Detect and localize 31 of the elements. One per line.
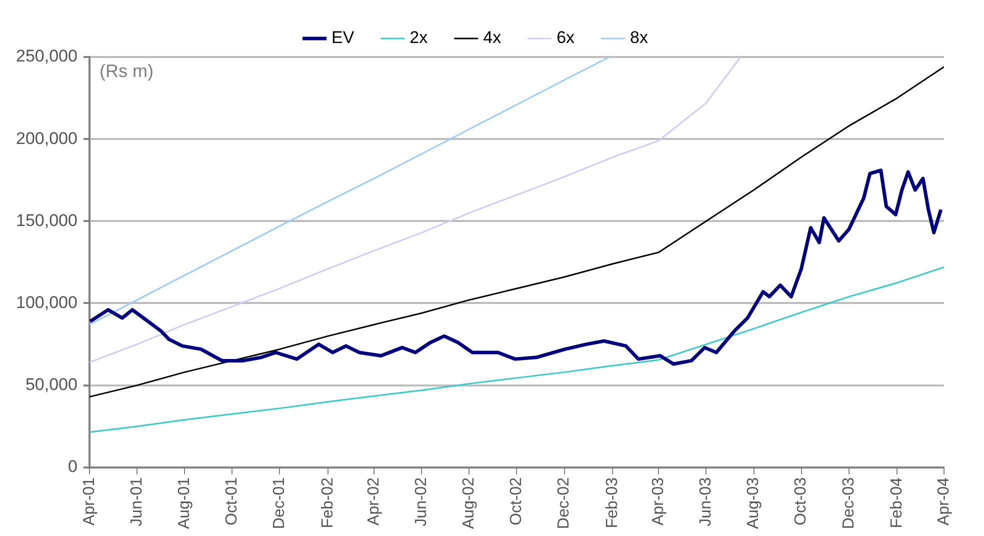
x-tick-label: Oct-03 <box>792 477 810 526</box>
x-tick-label: Apr-04 <box>935 477 952 526</box>
x-tick-label: Jun-01 <box>128 477 146 526</box>
x-tick-label: Feb-03 <box>604 477 622 528</box>
y-tick-label: 150,000 <box>16 210 78 230</box>
x-tick-label: Dec-01 <box>271 477 288 529</box>
x-tick-label: Jun-03 <box>698 477 715 526</box>
x-tick-label: Oct-01 <box>224 477 241 526</box>
legend-label: 6x <box>556 28 576 48</box>
y-tick-label: 50,000 <box>25 375 78 394</box>
legend-label: 2x <box>410 28 428 48</box>
x-tick-label: Dec-03 <box>840 477 858 529</box>
x-tick-label: Feb-02 <box>319 477 336 528</box>
legend-label: EV <box>332 28 355 48</box>
y-tick-label: 0 <box>68 457 78 476</box>
x-tick-label: Apr-03 <box>650 477 668 526</box>
legend-label: 8x <box>630 28 648 48</box>
x-tick-label: Aug-01 <box>176 477 193 529</box>
legend-label: 4x <box>483 28 502 48</box>
y-tick-label: 200,000 <box>16 128 78 148</box>
x-tick-label: Jun-02 <box>413 477 430 526</box>
x-tick-label: Aug-02 <box>460 477 478 529</box>
x-tick-label: Aug-03 <box>745 477 762 529</box>
x-tick-label: Apr-02 <box>365 477 382 526</box>
x-tick-label: Dec-02 <box>556 477 573 529</box>
x-tick-label: Oct-02 <box>508 477 526 526</box>
x-tick-label: Feb-04 <box>888 477 906 528</box>
x-tick-label: Apr-01 <box>80 477 98 526</box>
y-tick-label: 250,000 <box>16 46 78 66</box>
y-tick-label: 100,000 <box>16 292 78 312</box>
annotation: (Rs m) <box>99 60 154 81</box>
